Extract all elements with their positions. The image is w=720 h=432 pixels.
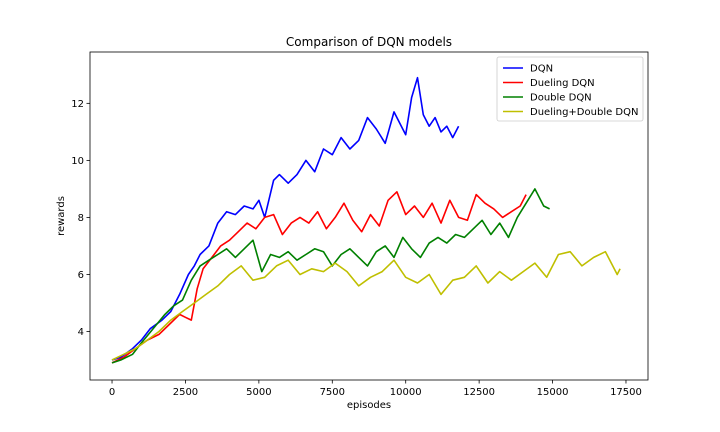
x-axis-label: episodes (347, 400, 391, 411)
x-tick-label: 15000 (537, 387, 569, 398)
x-tick-label: 12500 (463, 387, 495, 398)
series-line-double-dqn (111, 188, 550, 364)
y-axis-label: rewards (56, 196, 67, 236)
legend-label: Double DQN (530, 93, 592, 104)
x-tick-label: 10000 (390, 387, 422, 398)
legend-label: DQN (530, 64, 553, 75)
legend-box (496, 56, 644, 122)
x-tick-label: 17500 (610, 387, 642, 398)
legend-label: Dueling+Double DQN (530, 107, 638, 118)
y-tick-label: 6 (78, 270, 84, 281)
series-line-dueling-dqn (111, 191, 527, 364)
y-tick-label: 8 (78, 213, 84, 224)
chart-title: Comparison of DQN models (286, 35, 452, 49)
x-axis: 0 2500 5000 7500 10000 12500 15000 17500 (109, 380, 642, 398)
y-tick-label: 4 (78, 327, 84, 338)
x-tick-label: 2500 (173, 387, 198, 398)
y-axis: 4 6 8 10 12 (71, 99, 90, 338)
legend-label: Dueling DQN (530, 78, 595, 89)
x-tick-label: 5000 (246, 387, 271, 398)
plot-area (89, 51, 649, 381)
x-tick-label: 7500 (320, 387, 345, 398)
series-line-dqn (111, 76, 460, 361)
legend: DQN Dueling DQN Double DQN Dueling+Double D… (496, 56, 644, 122)
series-line-dueling-double-dqn (111, 250, 621, 361)
plot-frame (89, 51, 649, 381)
y-tick-label: 12 (71, 99, 84, 110)
x-tick-label: 0 (109, 387, 115, 398)
y-tick-label: 10 (71, 156, 84, 167)
